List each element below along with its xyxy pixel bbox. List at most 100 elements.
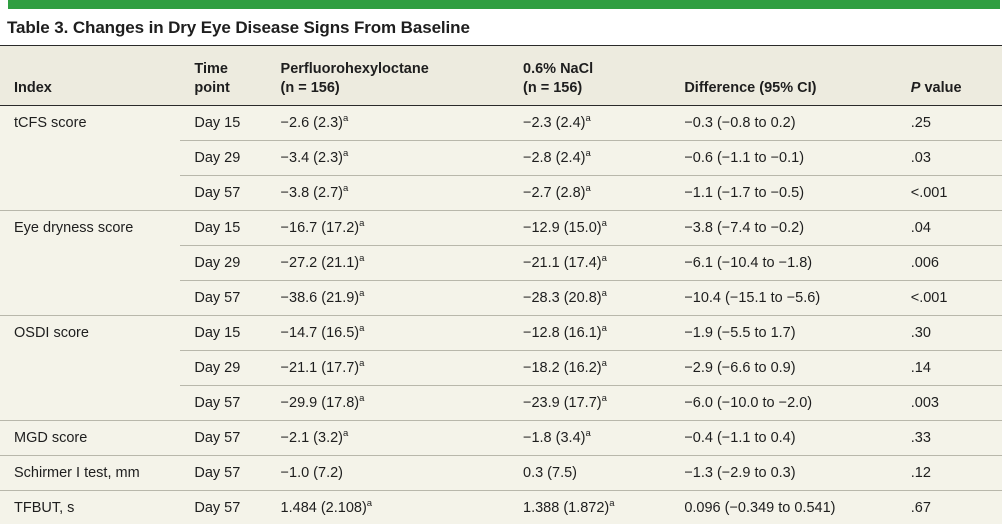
header-p-rest: value	[920, 80, 962, 96]
timepoint-cell: Day 57	[180, 490, 267, 524]
pfh-value: −16.7 (17.2)	[280, 219, 360, 236]
pvalue-cell: .33	[896, 420, 1002, 456]
nacl-cell: −28.3 (20.8)a	[509, 280, 671, 316]
difference-cell: −0.3 (−0.8 to 0.2)	[670, 105, 897, 141]
index-cell	[0, 280, 181, 316]
footnote-marker: a	[343, 147, 349, 159]
footnote-marker: a	[366, 497, 373, 509]
nacl-cell: −12.8 (16.1)a	[509, 315, 671, 351]
header-index: Index	[0, 45, 181, 106]
header-difference: Difference (95% CI)	[670, 45, 897, 106]
nacl-cell: −18.2 (16.2)a	[509, 350, 671, 386]
table-row-dryness-day15: Eye dryness score Day 15 −16.7 (17.2)a −…	[0, 210, 1002, 246]
index-cell: TFBUT, s	[0, 490, 181, 524]
index-cell: OSDI score	[0, 315, 181, 351]
header-nacl: 0.6% NaCl (n = 156)	[509, 45, 671, 106]
index-cell	[0, 175, 181, 211]
table-body: tCFS score Day 15 −2.6 (2.3)a −2.3 (2.4)…	[0, 105, 1002, 524]
pfh-cell: −29.9 (17.8)a	[266, 385, 509, 421]
nacl-cell: −2.3 (2.4)a	[509, 105, 671, 141]
footnote-marker: a	[585, 112, 591, 124]
pfh-cell: −38.6 (21.9)a	[266, 280, 509, 316]
pfh-cell: −27.2 (21.1)a	[266, 245, 509, 281]
index-cell	[0, 245, 181, 281]
footnote-marker: a	[359, 217, 365, 229]
table-row-tfbut-day57: TFBUT, s Day 57 1.484 (2.108)a 1.388 (1.…	[0, 490, 1002, 524]
difference-cell: −6.1 (−10.4 to −1.8)	[670, 245, 897, 281]
footnote-marker: a	[601, 322, 607, 334]
header-p-italic: P	[910, 80, 921, 96]
difference-cell: −0.4 (−1.1 to 0.4)	[670, 420, 897, 456]
pvalue-cell: .67	[896, 490, 1002, 524]
difference-cell: 0.096 (−0.349 to 0.541)	[670, 490, 897, 524]
header-pfh-line1: Perfluorohexyloctane	[280, 61, 429, 77]
pfh-value: 1.484 (2.108)	[280, 499, 367, 516]
nacl-value: −1.8 (3.4)	[523, 429, 586, 446]
pvalue-cell: .30	[896, 315, 1002, 351]
footnote-marker: a	[609, 497, 615, 509]
header-time-line1: Time	[194, 61, 228, 77]
difference-cell: −1.3 (−2.9 to 0.3)	[670, 455, 897, 491]
index-cell: MGD score	[0, 420, 181, 456]
footnote-marker: a	[601, 357, 607, 369]
timepoint-cell: Day 15	[180, 315, 267, 351]
pfh-cell: −2.6 (2.3)a	[266, 105, 509, 141]
pfh-cell: −21.1 (17.7)a	[266, 350, 509, 386]
nacl-value: −12.8 (16.1)	[523, 324, 602, 341]
difference-cell: −1.9 (−5.5 to 1.7)	[670, 315, 897, 351]
timepoint-cell: Day 57	[180, 280, 267, 316]
table-header: Index Time point Perfluorohexyloctane (n…	[0, 45, 1002, 106]
timepoint-cell: Day 57	[180, 455, 267, 491]
footnote-marker: a	[601, 252, 607, 264]
header-time-line2: point	[194, 80, 230, 96]
pfh-cell: 1.484 (2.108)a	[266, 490, 509, 524]
nacl-cell: −21.1 (17.4)a	[509, 245, 671, 281]
table-row-osdi-day57: Day 57 −29.9 (17.8)a −23.9 (17.7)a −6.0 …	[0, 385, 1002, 421]
table-row-tcfs-day57: Day 57 −3.8 (2.7)a −2.7 (2.8)a −1.1 (−1.…	[0, 175, 1002, 211]
pfh-value: −38.6 (21.9)	[280, 289, 360, 306]
footnote-marker: a	[343, 182, 349, 194]
difference-cell: −2.9 (−6.6 to 0.9)	[670, 350, 897, 386]
pvalue-cell: .003	[896, 385, 1002, 421]
table-row-tcfs-day29: Day 29 −3.4 (2.3)a −2.8 (2.4)a −0.6 (−1.…	[0, 140, 1002, 176]
table-row-dryness-day29: Day 29 −27.2 (21.1)a −21.1 (17.4)a −6.1 …	[0, 245, 1002, 281]
index-cell: tCFS score	[0, 105, 181, 141]
header-time-point: Time point	[180, 45, 267, 106]
index-cell	[0, 140, 181, 176]
timepoint-cell: Day 57	[180, 385, 267, 421]
nacl-cell: −12.9 (15.0)a	[509, 210, 671, 246]
header-difference-label: Difference (95% CI)	[684, 80, 817, 96]
pvalue-cell: <.001	[896, 280, 1002, 316]
header-perfluorohexyloctane: Perfluorohexyloctane (n = 156)	[266, 45, 509, 106]
pfh-cell: −16.7 (17.2)a	[266, 210, 509, 246]
accent-bar	[8, 0, 1000, 9]
timepoint-cell: Day 57	[180, 420, 267, 456]
pvalue-cell: .03	[896, 140, 1002, 176]
index-cell: Schirmer I test, mm	[0, 455, 181, 491]
difference-cell: −3.8 (−7.4 to −0.2)	[670, 210, 897, 246]
table-row-osdi-day15: OSDI score Day 15 −14.7 (16.5)a −12.8 (1…	[0, 315, 1002, 351]
difference-cell: −1.1 (−1.7 to −0.5)	[670, 175, 897, 211]
header-nacl-line2: (n = 156)	[523, 80, 583, 96]
pfh-value: −21.1 (17.7)	[280, 359, 360, 376]
pfh-cell: −2.1 (3.2)a	[266, 420, 509, 456]
footnote-marker: a	[601, 217, 607, 229]
pfh-value: −1.0 (7.2)	[280, 464, 343, 481]
table-row-schirmer-day57: Schirmer I test, mm Day 57 −1.0 (7.2) 0.…	[0, 455, 1002, 491]
footnote-marker: a	[359, 252, 365, 264]
nacl-value: −18.2 (16.2)	[523, 359, 602, 376]
nacl-cell: 0.3 (7.5)	[509, 455, 671, 491]
nacl-value: −21.1 (17.4)	[523, 254, 602, 271]
footnote-marker: a	[343, 112, 349, 124]
pfh-value: −27.2 (21.1)	[280, 254, 360, 271]
nacl-cell: −2.7 (2.8)a	[509, 175, 671, 211]
nacl-value: −2.3 (2.4)	[523, 114, 586, 131]
footnote-marker: a	[359, 287, 365, 299]
difference-cell: −6.0 (−10.0 to −2.0)	[670, 385, 897, 421]
index-cell	[0, 350, 181, 386]
header-index-label: Index	[14, 80, 52, 96]
nacl-value: 1.388 (1.872)	[523, 499, 610, 516]
pfh-cell: −3.4 (2.3)a	[266, 140, 509, 176]
header-pfh-line2: (n = 156)	[280, 80, 340, 96]
pfh-value: −2.6 (2.3)	[280, 114, 343, 131]
